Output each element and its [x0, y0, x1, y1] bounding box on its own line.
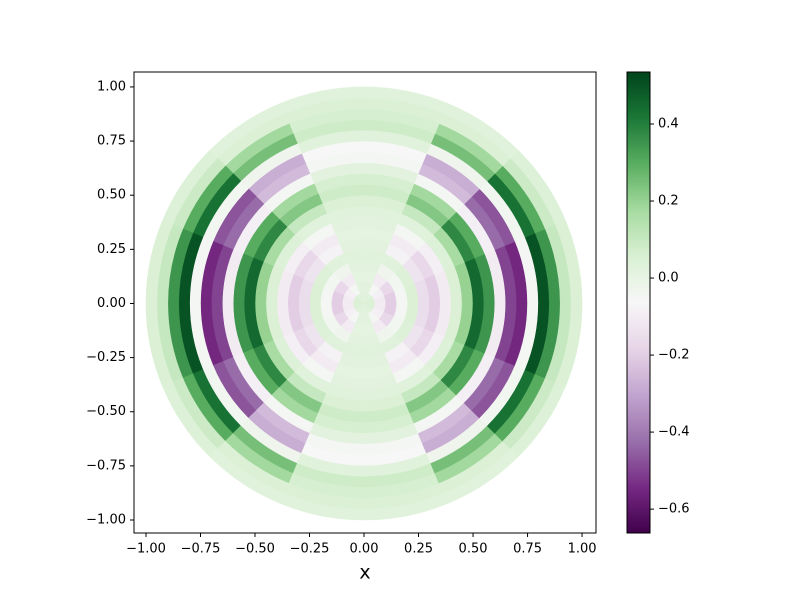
- x-tick-label: 0.25: [404, 542, 433, 557]
- colorbar-tick-label: 0.4: [658, 116, 679, 131]
- colorbar-tick-label: −0.4: [658, 425, 690, 440]
- x-tick-label: 1.00: [568, 542, 597, 557]
- plot-area: [145, 86, 583, 521]
- y-tick-label: 0.00: [97, 296, 126, 311]
- colorbar-tick-label: 0.0: [658, 271, 679, 286]
- x-tick-label: −0.75: [181, 542, 221, 557]
- x-tick-label: 0.00: [350, 542, 379, 557]
- axes-frame: [133, 71, 597, 534]
- y-tick-label: 1.00: [97, 79, 126, 94]
- colorbar-tick-label: −0.2: [658, 348, 690, 363]
- y-tick-label: −1.00: [86, 513, 126, 528]
- x-tick-label: 0.75: [513, 542, 542, 557]
- y-tick-label: −0.50: [86, 404, 126, 419]
- x-axis-label: x: [359, 562, 370, 584]
- field-cell: [554, 303, 583, 387]
- y-tick-label: 0.25: [97, 242, 126, 257]
- y-tick-label: 0.50: [97, 188, 126, 203]
- colorbar: [626, 71, 651, 534]
- colorbar-tick-label: 0.2: [658, 194, 679, 209]
- x-tick-label: −0.25: [290, 542, 330, 557]
- x-tick-label: 0.50: [459, 542, 488, 557]
- x-tick-label: −0.50: [235, 542, 275, 557]
- x-tick-label: −1.00: [126, 542, 166, 557]
- y-tick-label: −0.75: [86, 458, 126, 473]
- y-tick-label: −0.25: [86, 350, 126, 365]
- y-tick-label: 0.75: [97, 134, 126, 149]
- colorbar-tick-label: −0.6: [658, 502, 690, 517]
